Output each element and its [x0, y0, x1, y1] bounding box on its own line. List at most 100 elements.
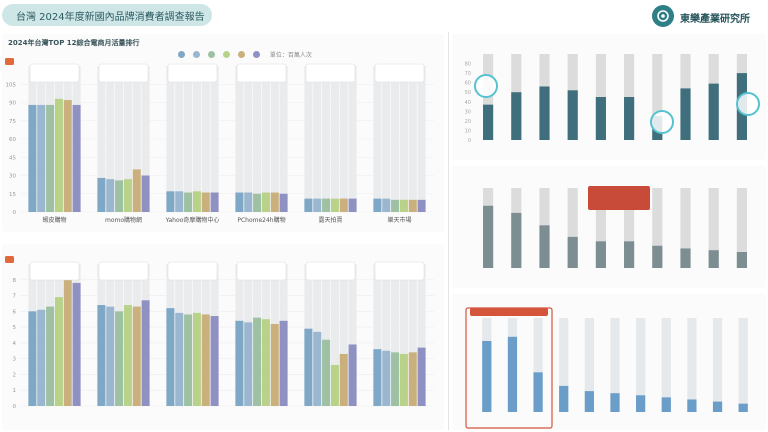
bar	[106, 179, 115, 212]
bar	[417, 199, 426, 212]
bar-background	[373, 66, 382, 212]
y-tick-label: 1	[13, 388, 17, 394]
x-tick-label: 樂天市場	[387, 216, 411, 224]
bar-background	[382, 66, 391, 212]
chart-right-top: 0 10 20 30 40 50 60 70 80	[465, 54, 760, 144]
bar-background	[399, 264, 408, 406]
callout-box	[588, 186, 650, 210]
bar-background	[610, 318, 620, 412]
bar	[123, 305, 132, 406]
bar	[72, 282, 81, 406]
bar	[391, 199, 400, 212]
panel-right-mid	[452, 166, 766, 288]
bar-background	[322, 264, 331, 406]
group-badge	[29, 63, 80, 83]
bar	[661, 397, 671, 412]
y-tick-label: 10	[465, 128, 471, 134]
brand-name: 東樂產業研究所	[680, 14, 750, 25]
bar	[304, 198, 313, 212]
x-tick-label: Yahoo奇摩購物中心	[165, 216, 220, 224]
chart-right-mid	[483, 186, 747, 268]
bar	[166, 191, 175, 212]
bar-background	[175, 66, 184, 212]
bar	[279, 193, 288, 212]
bar	[192, 312, 201, 406]
bar	[175, 191, 184, 212]
y-tick-label: 30	[465, 109, 471, 115]
bar	[559, 385, 569, 412]
bar-background	[417, 264, 426, 406]
group-badge	[374, 261, 425, 281]
bar	[417, 347, 426, 406]
y-tick-label: 0	[13, 404, 17, 410]
chart-left-top: 0 15 30 45 60 75 90 105 蝦皮購物 momo購物網 Yahoo奇摩購物中心 PC…	[5, 58, 434, 224]
bar	[348, 198, 357, 212]
bar	[63, 276, 72, 406]
y-tick-label: 40	[465, 100, 471, 106]
bar-background	[391, 264, 400, 406]
bar	[322, 198, 331, 212]
bar-background	[417, 66, 426, 212]
bar-background	[330, 264, 339, 406]
group-badge	[305, 63, 356, 83]
bar-background	[330, 66, 339, 212]
bar	[567, 90, 578, 140]
bar	[210, 192, 219, 212]
bar-background	[322, 66, 331, 212]
bar	[533, 372, 543, 412]
bar	[184, 314, 193, 406]
bar	[54, 98, 63, 212]
bar-background	[313, 66, 322, 212]
y-tick-label: 90	[9, 101, 16, 107]
y-tick-label: 70	[465, 71, 471, 77]
bar-background	[408, 264, 417, 406]
panel-left-bottom: 0 1 2 3 4 5 6 7 8	[2, 244, 444, 430]
bar	[97, 177, 106, 212]
bar-background	[652, 188, 663, 268]
group-badge	[236, 261, 287, 281]
bar	[391, 352, 400, 406]
bar-background	[348, 264, 357, 406]
y-tick-label: 0	[13, 210, 17, 216]
bar-background	[708, 188, 719, 268]
bar	[72, 104, 81, 212]
bar	[507, 336, 518, 412]
bar	[595, 97, 606, 140]
bar-background	[166, 66, 175, 212]
y-tick-label: 60	[465, 81, 471, 87]
bar-background	[636, 318, 646, 412]
bar	[708, 83, 719, 140]
bar	[408, 352, 417, 406]
bar	[680, 88, 691, 140]
bar	[511, 212, 522, 268]
bar-background	[115, 66, 124, 212]
bar	[304, 328, 313, 406]
bar	[253, 193, 262, 212]
bar-background	[559, 318, 569, 412]
bar-background	[210, 66, 219, 212]
y-tick-label: 15	[9, 192, 16, 198]
bar	[313, 331, 322, 406]
bar	[261, 319, 270, 406]
bar-background	[373, 264, 382, 406]
bar	[270, 323, 279, 406]
brand: 東樂產業研究所	[652, 5, 762, 27]
legend-unit: 單位：百萬人次	[269, 52, 312, 59]
bar-background	[652, 54, 663, 140]
bar-background	[123, 66, 132, 212]
bar	[712, 401, 723, 412]
bar	[270, 192, 279, 212]
bar-background	[201, 66, 210, 212]
bar	[192, 191, 201, 212]
bar	[115, 311, 124, 406]
bar	[511, 92, 522, 140]
bar-background	[408, 66, 417, 212]
bar-background	[595, 188, 606, 268]
bar	[708, 250, 719, 268]
bar	[201, 192, 210, 212]
y-tick-label: 0	[468, 138, 471, 144]
bar	[595, 241, 606, 268]
bar	[46, 306, 55, 406]
bar-background	[235, 66, 244, 212]
bar	[687, 399, 697, 412]
